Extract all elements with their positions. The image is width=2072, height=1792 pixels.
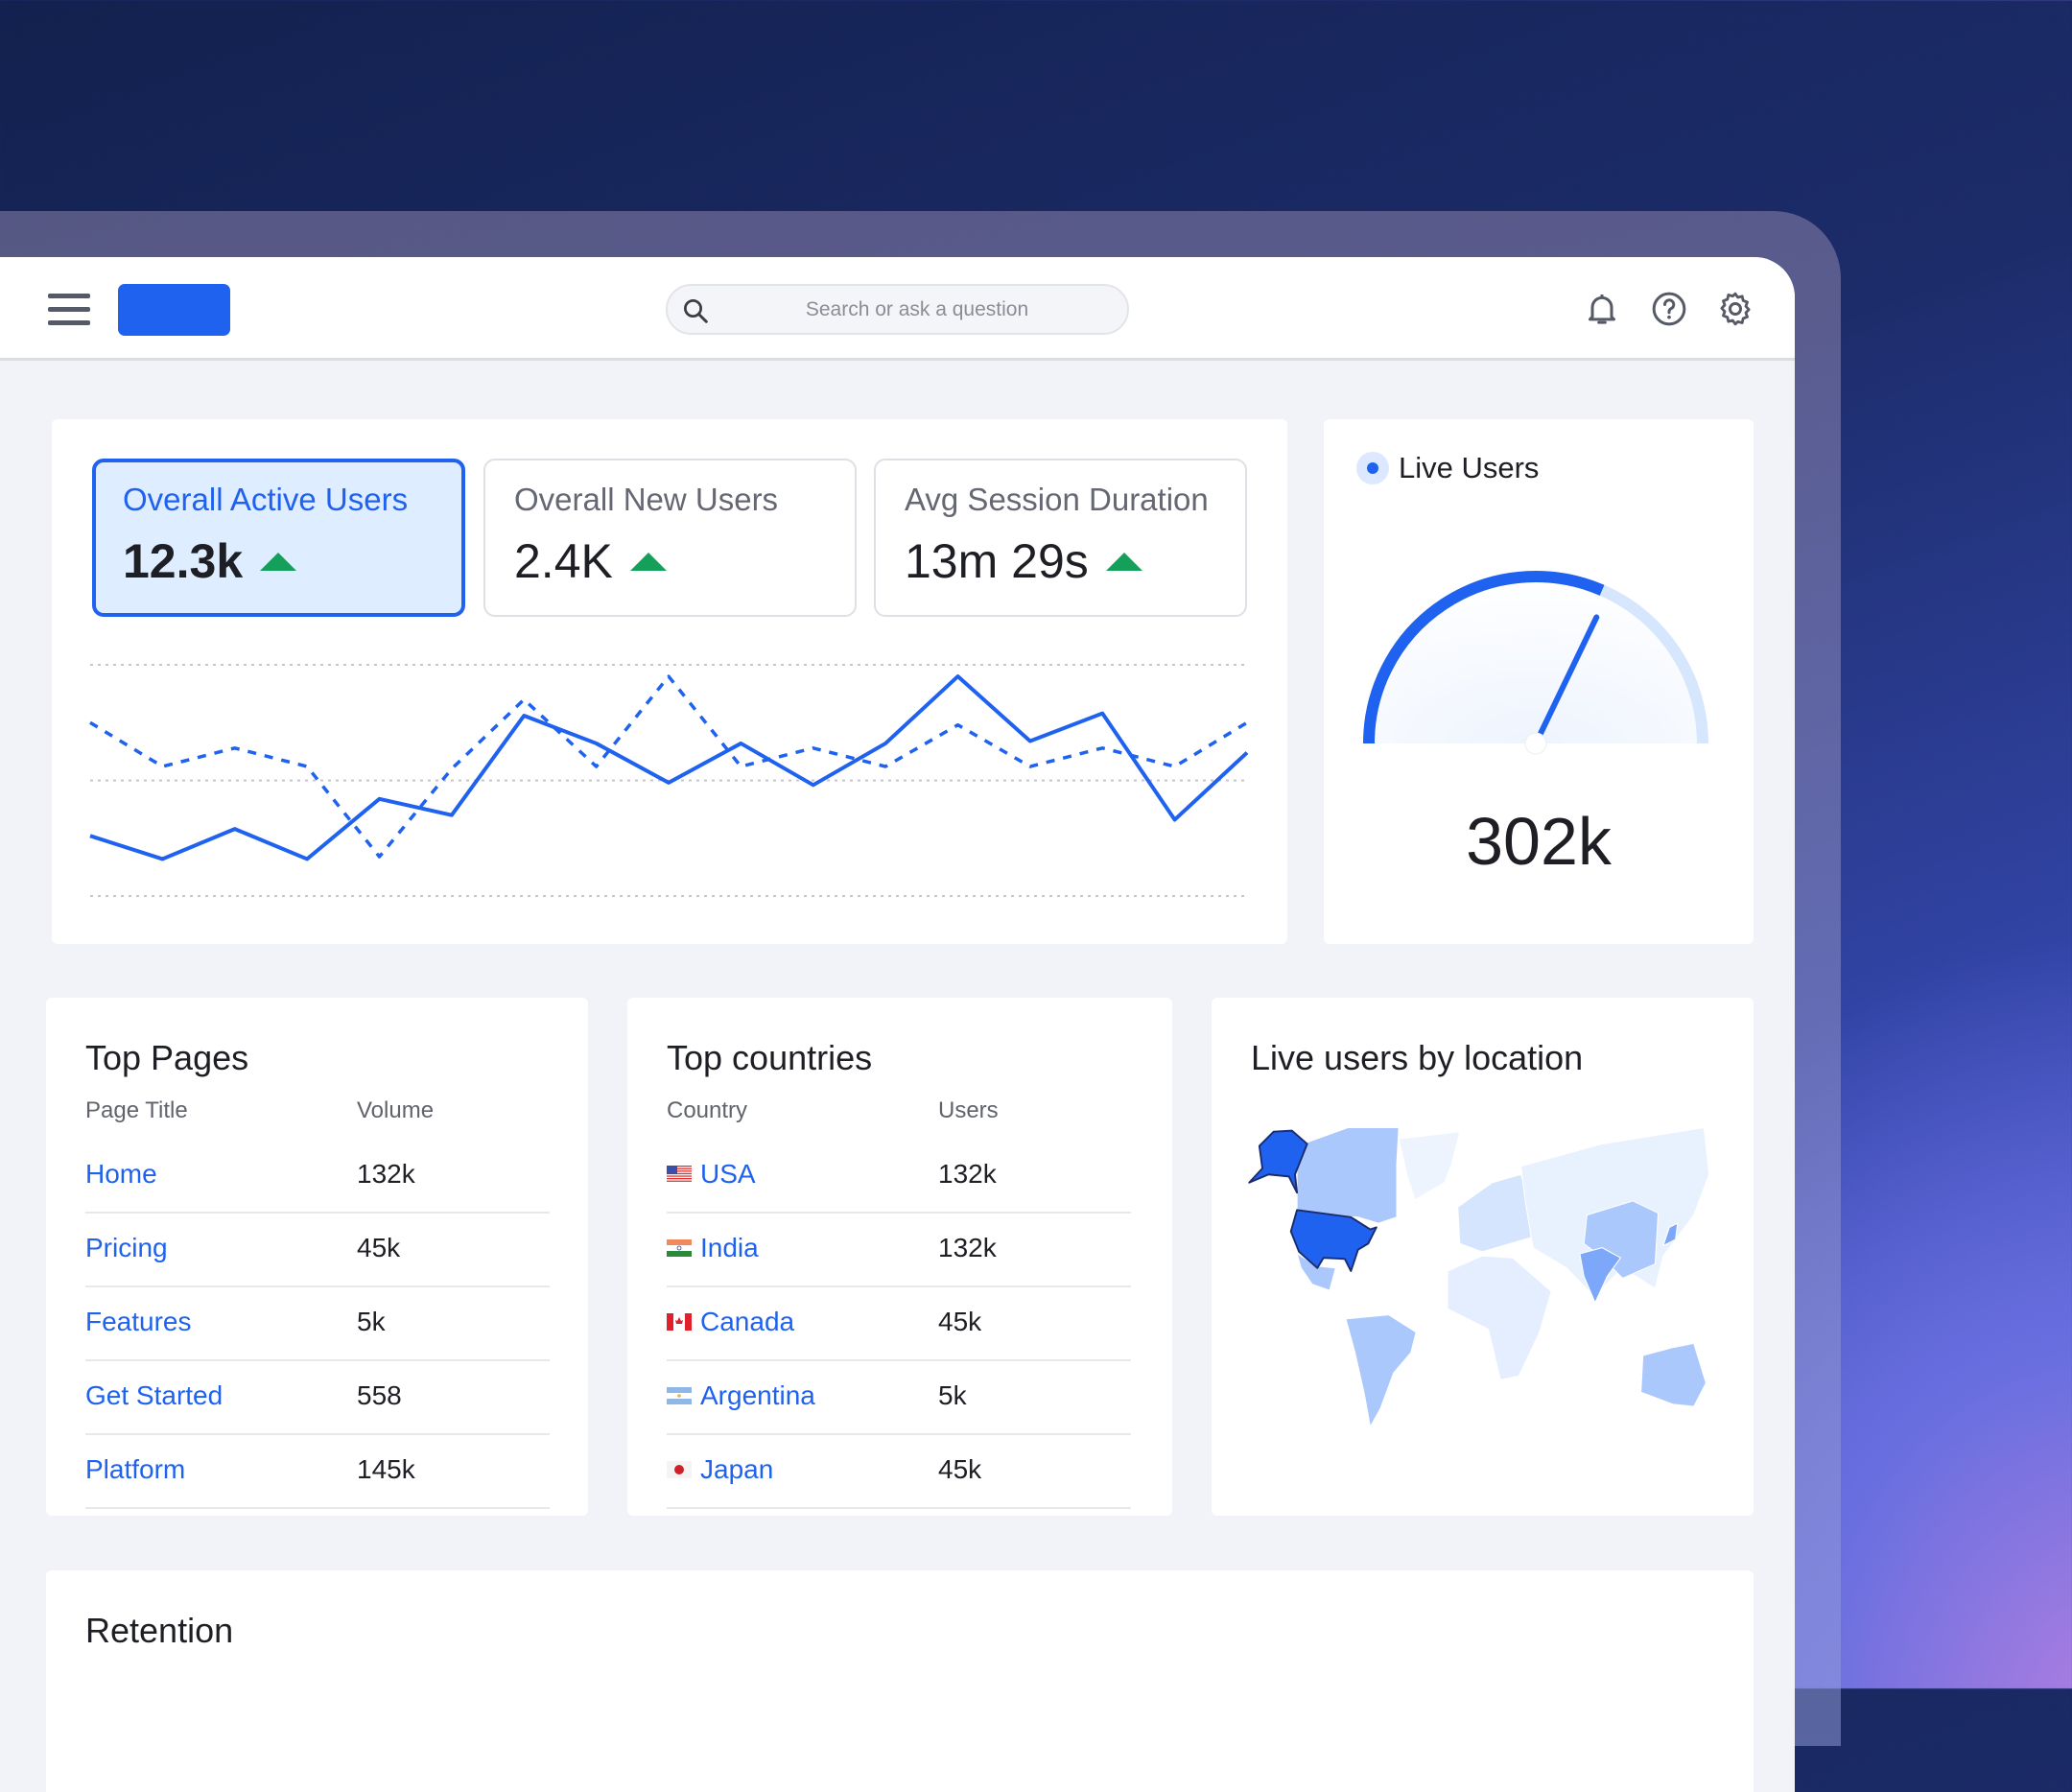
live-users-card: Live Users 302k — [1324, 419, 1754, 944]
table-row: Argentina 5k — [667, 1361, 1131, 1435]
column-header: Page Title — [85, 1097, 188, 1124]
column-header: Users — [938, 1097, 999, 1124]
world-map[interactable] — [1212, 1103, 1749, 1439]
logo[interactable] — [118, 284, 230, 336]
help-icon[interactable] — [1650, 290, 1688, 328]
row-label: Argentina — [700, 1380, 815, 1411]
flag-in-icon — [667, 1239, 692, 1257]
series-line-dashed — [90, 676, 1247, 857]
live-location-card: Live users by location — [1212, 998, 1754, 1516]
row-link[interactable]: Argentina — [667, 1380, 815, 1411]
table-row: Get Started 558 — [85, 1361, 550, 1435]
live-users-title: Live Users — [1399, 451, 1539, 485]
row-label: Canada — [700, 1307, 794, 1337]
table-row: Canada 45k — [667, 1287, 1131, 1361]
menu-icon[interactable] — [48, 294, 90, 324]
search-input[interactable] — [725, 286, 1109, 333]
row-value: 132k — [938, 1159, 997, 1190]
row-link[interactable]: USA — [667, 1159, 756, 1190]
row-link[interactable]: Platform — [85, 1454, 185, 1485]
map-region-australia — [1641, 1343, 1707, 1406]
kpi-active-users[interactable]: Overall Active Users 12.3k — [92, 459, 465, 617]
column-header: Volume — [357, 1097, 434, 1124]
kpi-new-users[interactable]: Overall New Users 2.4K — [483, 459, 857, 617]
row-value: 45k — [938, 1307, 981, 1337]
row-value: 45k — [938, 1454, 981, 1485]
table-row: Platform 145k — [85, 1435, 550, 1509]
row-value: 5k — [938, 1380, 967, 1411]
row-label: Features — [85, 1307, 192, 1337]
row-value: 45k — [357, 1233, 400, 1263]
table-row: Features 5k — [85, 1287, 550, 1361]
row-label: Japan — [700, 1454, 773, 1485]
row-label: Get Started — [85, 1380, 223, 1411]
flag-ca-icon — [667, 1313, 692, 1331]
map-region-europe — [1458, 1174, 1531, 1252]
flag-jp-icon — [667, 1461, 692, 1478]
map-title: Live users by location — [1251, 1038, 1583, 1078]
row-link[interactable]: Home — [85, 1159, 157, 1190]
gauge-pivot — [1525, 733, 1546, 754]
kpi-label: Overall Active Users — [123, 482, 461, 518]
flag-us-icon — [667, 1166, 692, 1183]
live-indicator-icon — [1356, 452, 1389, 484]
table-row: USA 132k — [667, 1140, 1131, 1214]
kpi-session-duration[interactable]: Avg Session Duration 13m 29s — [874, 459, 1247, 617]
row-link[interactable]: Features — [85, 1307, 192, 1337]
row-label: USA — [700, 1159, 756, 1190]
live-users-value: 302k — [1324, 803, 1754, 880]
table-row: Pricing 45k — [85, 1214, 550, 1287]
column-header: Country — [667, 1097, 747, 1124]
table-row: Japan 45k — [667, 1435, 1131, 1509]
kpi-value: 12.3k — [123, 533, 243, 589]
retention-title: Retention — [85, 1611, 233, 1651]
trend-up-icon — [1106, 553, 1142, 571]
kpi-value: 13m 29s — [905, 533, 1089, 589]
users-overview-card: Overall Active Users 12.3k Overall New U… — [52, 419, 1287, 944]
row-link[interactable]: Japan — [667, 1454, 773, 1485]
row-value: 558 — [357, 1380, 402, 1411]
row-label: Platform — [85, 1454, 185, 1485]
trend-up-icon — [260, 553, 296, 571]
series-line-solid — [90, 676, 1247, 859]
trend-up-icon — [630, 553, 667, 571]
row-label: India — [700, 1233, 759, 1263]
row-value: 132k — [357, 1159, 415, 1190]
map-region-africa — [1448, 1256, 1551, 1379]
row-value: 5k — [357, 1307, 386, 1337]
top-countries-title: Top countries — [667, 1038, 872, 1078]
row-link[interactable]: Pricing — [85, 1233, 168, 1263]
gear-icon[interactable] — [1716, 290, 1754, 328]
row-value: 132k — [938, 1233, 997, 1263]
map-region-south-america — [1346, 1315, 1416, 1427]
kpi-value: 2.4K — [514, 533, 613, 589]
row-value: 145k — [357, 1454, 415, 1485]
top-bar — [0, 257, 1795, 361]
bell-icon[interactable] — [1583, 290, 1621, 328]
top-pages-title: Top Pages — [85, 1038, 248, 1078]
table-row: Home 132k — [85, 1140, 550, 1214]
kpi-label: Avg Session Duration — [905, 482, 1245, 518]
table-row: India 132k — [667, 1214, 1131, 1287]
dashboard-window: Overall Active Users 12.3k Overall New U… — [0, 257, 1795, 1792]
gauge-background — [1369, 577, 1703, 743]
kpi-label: Overall New Users — [514, 482, 855, 518]
top-pages-card: Top Pages Page Title Volume Home 132k Pric… — [46, 998, 588, 1516]
map-region-canada — [1297, 1127, 1399, 1223]
search-bar[interactable] — [666, 284, 1129, 335]
row-link[interactable]: Get Started — [85, 1380, 223, 1411]
row-link[interactable]: India — [667, 1233, 759, 1263]
row-link[interactable]: Canada — [667, 1307, 794, 1337]
flag-ar-icon — [667, 1387, 692, 1404]
map-region-greenland — [1399, 1132, 1460, 1200]
row-label: Home — [85, 1159, 157, 1190]
search-icon — [681, 296, 710, 325]
retention-card: Retention — [46, 1570, 1754, 1792]
row-label: Pricing — [85, 1233, 168, 1263]
